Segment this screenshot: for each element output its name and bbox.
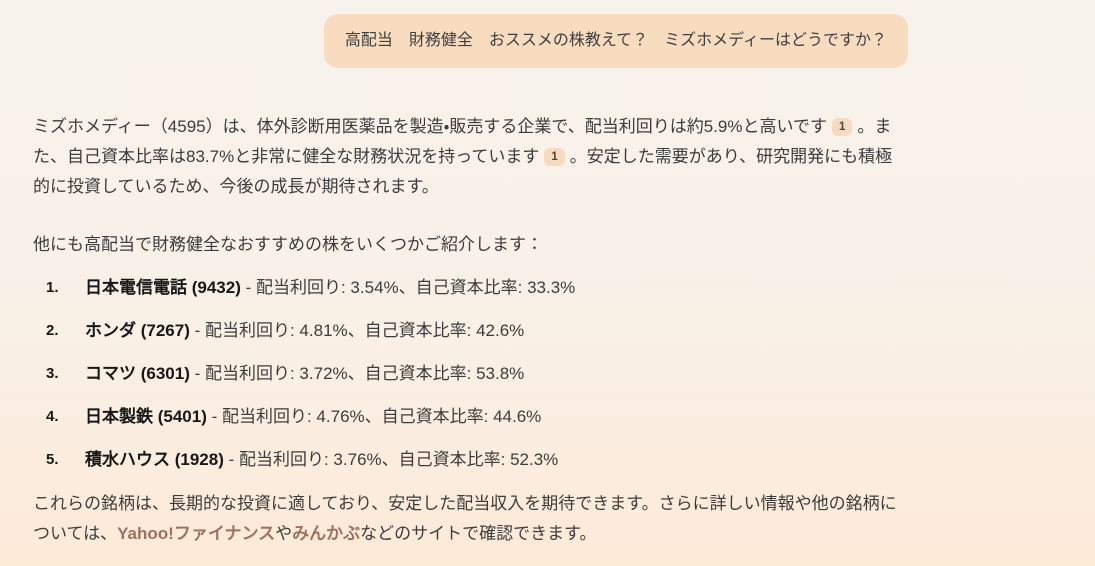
- link-minkabu[interactable]: みんかぶ: [292, 524, 361, 543]
- paragraph-closing: これらの銘柄は、長期的な投資に適しており、安定した配当収入を期待できます。さらに…: [33, 489, 908, 549]
- stock-details: 配当利回り: 4.81%、自己資本比率: 42.6%: [204, 321, 525, 340]
- paragraph-intro: ミズホメディー（4595）は、体外診断用医薬品を製造・販売する企業で、配当利回り…: [33, 112, 908, 202]
- stock-separator: -: [189, 321, 205, 340]
- chat-thread: 高配当 財務健全 おススメの株教えて？ ミズホメディーはどうですか？ ミズホメデ…: [33, 0, 908, 549]
- stock-list-item: 1. 日本電信電話 (9432) - 配当利回り: 3.54%、自己資本比率: 3…: [33, 273, 908, 303]
- user-message-row: 高配当 財務健全 おススメの株教えて？ ミズホメディーはどうですか？: [33, 14, 908, 68]
- list-number: 1.: [46, 279, 59, 296]
- stock-separator: -: [206, 407, 222, 426]
- stock-item-text: 日本製鉄 (5401) - 配当利回り: 4.76%、自己資本比率: 44.6%: [85, 402, 541, 432]
- stock-list-item: 4. 日本製鉄 (5401) - 配当利回り: 4.76%、自己資本比率: 44.…: [33, 402, 908, 432]
- stock-item-text: 積水ハウス (1928) - 配当利回り: 3.76%、自己資本比率: 52.3…: [85, 445, 558, 475]
- stock-separator: -: [223, 450, 239, 469]
- list-number: 5.: [46, 451, 59, 468]
- stock-details: 配当利回り: 3.54%、自己資本比率: 33.3%: [255, 278, 576, 297]
- stock-list-item: 3. コマツ (6301) - 配当利回り: 3.72%、自己資本比率: 53.8…: [33, 359, 908, 389]
- citation-badge[interactable]: 1: [544, 148, 565, 166]
- citation-badge[interactable]: 1: [831, 118, 853, 136]
- stock-list-item: 5. 積水ハウス (1928) - 配当利回り: 3.76%、自己資本比率: 52…: [33, 445, 908, 475]
- stock-list: 1. 日本電信電話 (9432) - 配当利回り: 3.54%、自己資本比率: 3…: [33, 273, 908, 475]
- user-message-bubble[interactable]: 高配当 財務健全 おススメの株教えて？ ミズホメディーはどうですか？: [323, 14, 908, 68]
- stock-item-text: ホンダ (7267) - 配当利回り: 4.81%、自己資本比率: 42.6%: [85, 316, 524, 346]
- stock-separator: -: [189, 364, 205, 383]
- intro-text-1: ミズホメディー（4595）は、体外診断用医薬品を製造・販売する企業で、配当利回り…: [33, 117, 827, 136]
- stock-name: 日本電信電話 (9432): [85, 278, 241, 297]
- list-number: 4.: [46, 408, 59, 425]
- closing-text-2: や: [275, 524, 293, 543]
- stock-item-text: コマツ (6301) - 配当利回り: 3.72%、自己資本比率: 53.8%: [85, 359, 524, 389]
- stock-details: 配当利回り: 3.76%、自己資本比率: 52.3%: [238, 450, 559, 469]
- stock-name: 積水ハウス (1928): [85, 450, 224, 469]
- stock-name: ホンダ (7267): [85, 321, 190, 340]
- list-number: 3.: [46, 365, 59, 382]
- list-number: 2.: [46, 322, 59, 339]
- stock-details: 配当利回り: 3.72%、自己資本比率: 53.8%: [204, 364, 525, 383]
- paragraph-list-intro: 他にも高配当で財務健全なおすすめの株をいくつかご紹介します：: [33, 235, 543, 254]
- stock-name: コマツ (6301): [85, 364, 190, 383]
- stock-separator: -: [240, 278, 256, 297]
- stock-list-item: 2. ホンダ (7267) - 配当利回り: 4.81%、自己資本比率: 42.6…: [33, 316, 908, 346]
- closing-text-1: これらの銘柄は、長期的な投資に適しており、安定した配当収入を期待できます。さらに…: [33, 494, 897, 543]
- stock-name: 日本製鉄 (5401): [85, 407, 207, 426]
- link-yahoo-finance[interactable]: Yahoo!ファイナンス: [117, 524, 276, 543]
- intro-text-2: 。また、自己資本比率は83.7%と非常に健全な財務状況を持っています: [33, 117, 892, 166]
- assistant-response: ミズホメディー（4595）は、体外診断用医薬品を製造・販売する企業で、配当利回り…: [33, 112, 908, 549]
- intro-text-3: 。安定した需要があり、研究開発にも積極的に投資しているため、今後の成長が期待され…: [33, 147, 893, 196]
- closing-text-3: などのサイトで確認できます。: [360, 524, 597, 543]
- stock-details: 配当利回り: 4.76%、自己資本比率: 44.6%: [221, 407, 542, 426]
- stock-item-text: 日本電信電話 (9432) - 配当利回り: 3.54%、自己資本比率: 33.…: [85, 273, 575, 303]
